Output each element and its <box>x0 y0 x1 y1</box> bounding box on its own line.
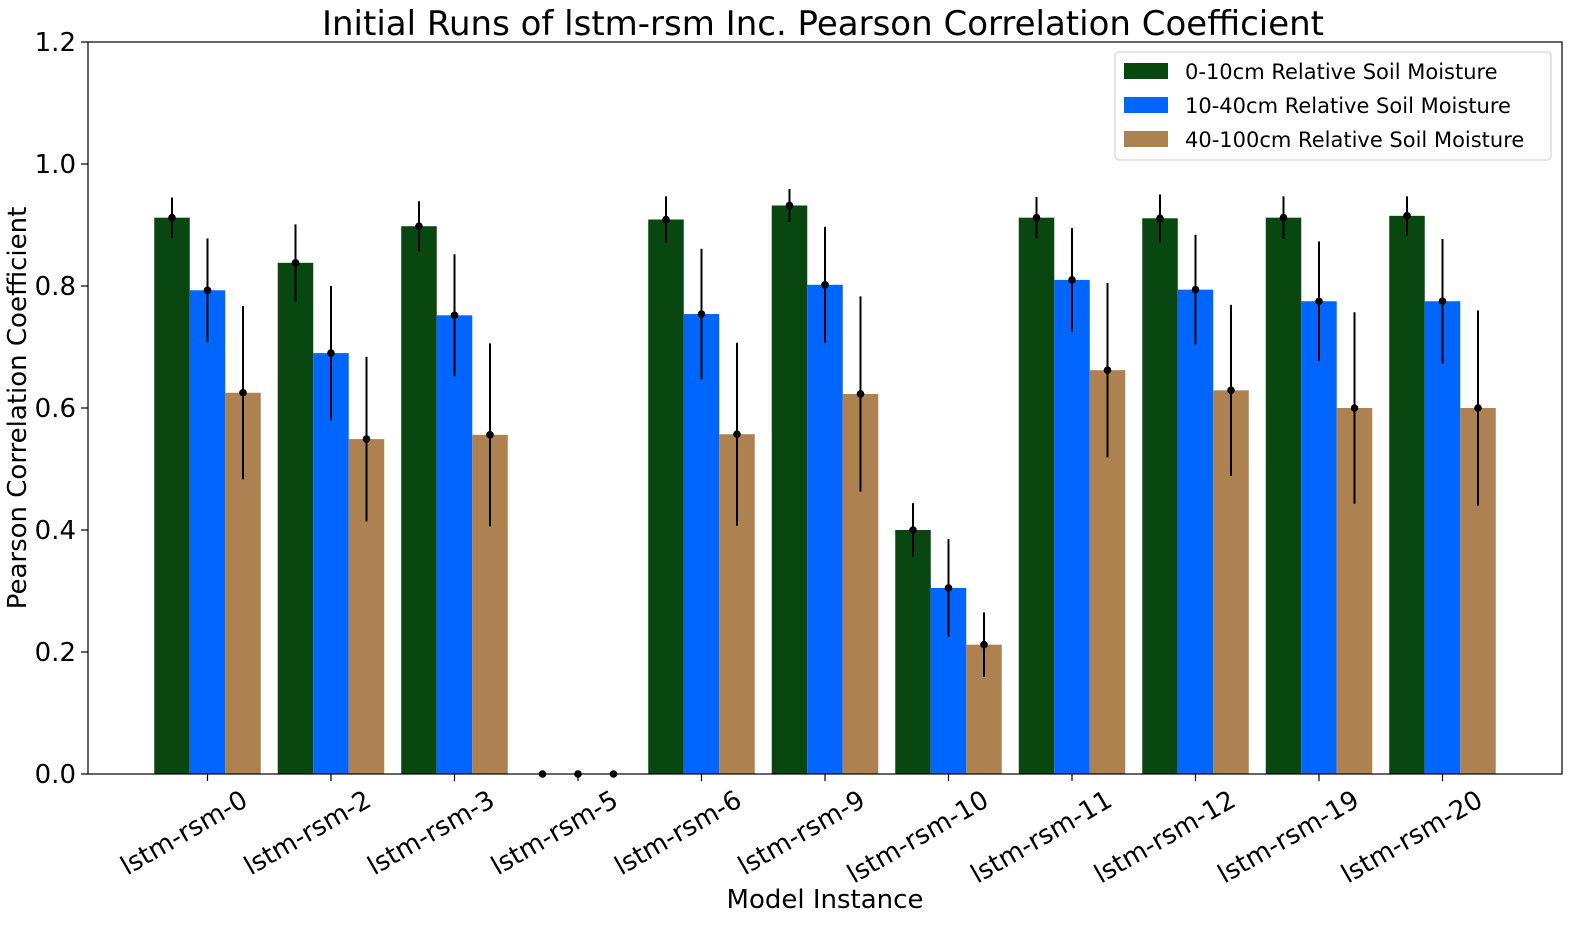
bars-group <box>154 189 1496 778</box>
mean-point <box>450 311 459 320</box>
bar <box>683 314 720 774</box>
y-axis-label: Pearson Correlation Coefficient <box>3 207 33 610</box>
x-tick-label: lstm-rsm-5 <box>486 785 623 882</box>
mean-point <box>239 388 247 397</box>
bar <box>1301 301 1337 774</box>
mean-point <box>1474 404 1482 412</box>
mean-point <box>362 435 371 443</box>
mean-point <box>1403 212 1411 220</box>
mean-point <box>733 430 741 439</box>
bar <box>895 530 931 774</box>
bar <box>1018 217 1055 774</box>
x-axis-ticks: lstm-rsm-0lstm-rsm-2lstm-rsm-3lstm-rsm-5… <box>116 774 1488 890</box>
mean-point <box>944 584 953 592</box>
mean-point <box>486 431 494 439</box>
bar <box>401 226 437 775</box>
mean-point <box>856 390 865 398</box>
bar <box>648 219 684 774</box>
mean-point <box>1103 366 1112 374</box>
legend-label: 0-10cm Relative Soil Moisture <box>1185 60 1498 84</box>
mean-point <box>1315 297 1323 306</box>
bar <box>436 315 473 774</box>
mean-point <box>980 640 988 649</box>
mean-point <box>1032 213 1041 222</box>
legend-swatch <box>1124 131 1168 147</box>
mean-point <box>662 215 670 224</box>
y-tick-label: 1.2 <box>35 28 76 58</box>
bar <box>1177 289 1214 774</box>
x-tick-label: lstm-rsm-0 <box>116 785 253 882</box>
x-tick-label: lstm-rsm-2 <box>239 785 376 882</box>
mean-point <box>1350 404 1359 412</box>
bar <box>1424 301 1461 774</box>
mean-point <box>821 280 829 289</box>
mean-point <box>415 222 423 231</box>
mean-point <box>1438 297 1447 306</box>
x-tick-label: lstm-rsm-6 <box>610 785 747 882</box>
mean-point <box>697 310 706 318</box>
bar <box>154 217 190 774</box>
mean-point <box>1279 213 1288 222</box>
y-tick-label: 0.0 <box>35 760 76 790</box>
mean-point <box>1191 285 1200 294</box>
mean-point <box>291 259 300 267</box>
bar <box>1054 279 1090 774</box>
legend: 0-10cm Relative Soil Moisture 10-40cm Rel… <box>1114 51 1552 161</box>
x-tick-label: lstm-rsm-20 <box>1336 785 1488 890</box>
y-tick-label: 0.8 <box>35 272 76 302</box>
chart-title: Initial Runs of lstm-rsm Inc. Pearson Co… <box>322 4 1324 44</box>
bar <box>313 353 349 774</box>
mean-point <box>327 349 335 357</box>
mean-point <box>203 286 212 295</box>
legend-label: 40-100cm Relative Soil Moisture <box>1185 128 1524 152</box>
bar <box>189 290 226 774</box>
bar <box>1142 218 1178 775</box>
legend-swatch <box>1124 97 1168 113</box>
legend-swatch <box>1124 63 1168 79</box>
mean-point <box>1068 276 1076 284</box>
x-axis-label: Model Instance <box>727 885 924 915</box>
bar <box>1389 215 1425 775</box>
legend-box <box>1114 51 1552 161</box>
y-tick-label: 0.4 <box>35 516 76 546</box>
x-tick-label: lstm-rsm-3 <box>363 785 500 882</box>
mean-point <box>909 526 917 534</box>
mean-point <box>1227 386 1235 395</box>
mean-point <box>168 213 176 222</box>
bar <box>807 284 843 774</box>
y-tick-label: 0.6 <box>35 394 76 424</box>
mean-point <box>785 201 794 210</box>
y-axis-ticks: 0.0 0.2 0.4 0.6 0.8 1.0 1.2 <box>35 28 88 790</box>
y-tick-label: 1.0 <box>35 150 76 180</box>
bar <box>771 205 808 775</box>
mean-point <box>1156 214 1164 223</box>
plot-frame <box>87 41 1563 775</box>
legend-label: 10-40cm Relative Soil Moisture <box>1185 94 1511 118</box>
bar <box>277 262 314 774</box>
y-tick-label: 0.2 <box>35 638 76 668</box>
bar <box>1265 217 1302 774</box>
